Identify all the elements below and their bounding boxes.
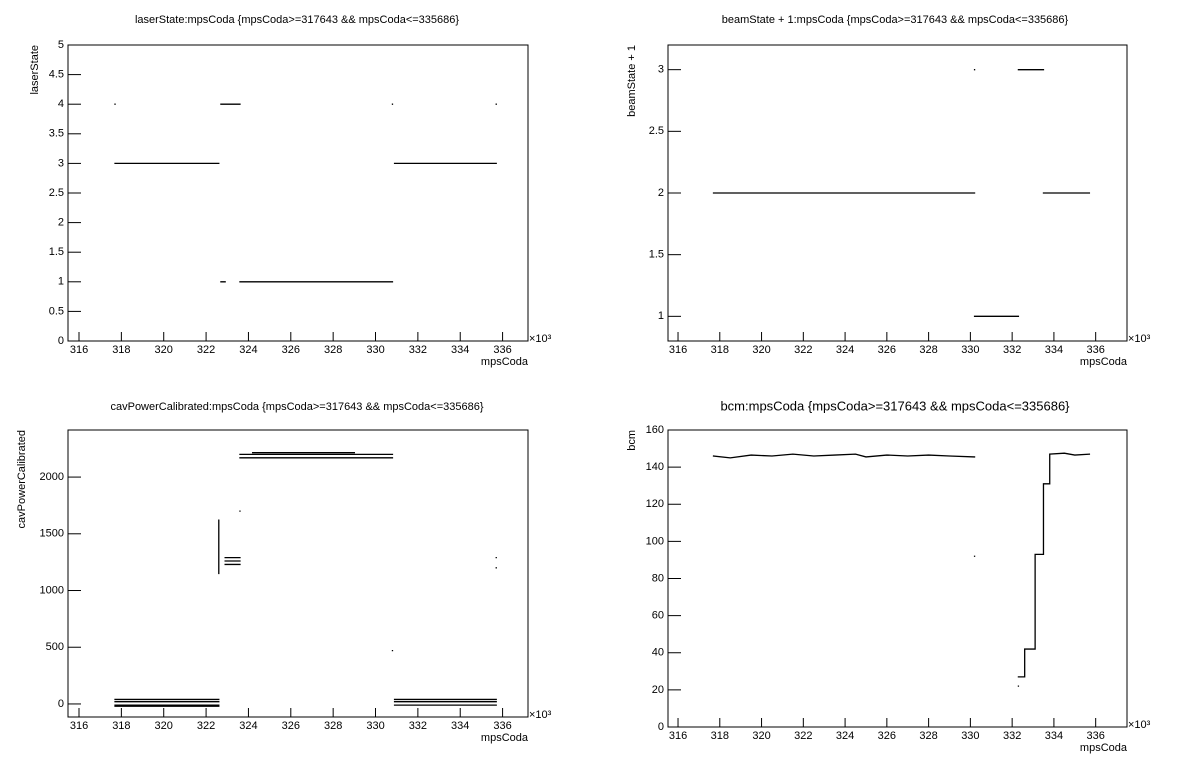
x-tick-label: 318 (711, 730, 729, 742)
y-tick-label: 160 (646, 424, 664, 436)
x-tick-label: 332 (1003, 344, 1021, 356)
x-tick-label: 326 (878, 730, 896, 742)
y-tick-label: 3 (58, 157, 64, 169)
data-line (712, 452, 1091, 687)
y-axis-label: laserState (29, 45, 41, 95)
y-axis-label: cavPowerCalibrated (16, 430, 28, 528)
x-axis-label: mpsCoda (481, 356, 529, 368)
y-tick-label: 1000 (40, 584, 64, 596)
x-tick-label: 320 (752, 344, 770, 356)
x-multiplier: ×10³ (1128, 333, 1151, 345)
x-tick-label: 320 (155, 720, 173, 732)
y-tick-label: 2.5 (649, 125, 664, 137)
x-tick-label: 330 (366, 720, 384, 732)
x-tick-label: 326 (282, 344, 300, 356)
x-tick-label: 320 (155, 344, 173, 356)
plot-frame (67, 429, 529, 718)
y-tick-label: 2 (58, 217, 64, 229)
chart-title: beamState + 1:mpsCoda {mpsCoda>=317643 &… (722, 14, 1069, 26)
x-tick-label: 322 (794, 344, 812, 356)
x-tick-label: 318 (112, 344, 130, 356)
x-tick-label: 328 (919, 730, 937, 742)
x-tick-label: 320 (752, 730, 770, 742)
x-axis-label: mpsCoda (481, 732, 529, 744)
x-multiplier: ×10³ (529, 333, 552, 345)
y-tick-label: 0 (58, 698, 64, 710)
y-tick-label: 1 (658, 310, 664, 322)
y-tick-label: 0 (658, 721, 664, 733)
x-multiplier: ×10³ (1128, 719, 1151, 731)
y-tick-label: 5 (58, 39, 64, 51)
y-tick-label: 0 (58, 335, 64, 347)
x-tick-label: 324 (239, 720, 257, 732)
y-tick-label: 1 (58, 276, 64, 288)
y-tick-label: 4 (58, 98, 64, 110)
y-tick-label: 1.5 (649, 249, 664, 261)
data-line (712, 69, 1091, 317)
y-axis-label: bcm (626, 430, 638, 451)
x-tick-label: 316 (70, 720, 88, 732)
x-tick-label: 336 (493, 720, 511, 732)
y-tick-label: 500 (46, 641, 64, 653)
y-tick-label: 60 (652, 610, 664, 622)
x-tick-label: 328 (919, 344, 937, 356)
plot-frame (667, 429, 1128, 728)
data-line (114, 103, 497, 283)
y-tick-label: 0.5 (49, 305, 64, 317)
y-tick-label: 2.5 (49, 187, 64, 199)
x-tick-label: 330 (961, 730, 979, 742)
x-tick-label: 332 (409, 720, 427, 732)
x-tick-label: 324 (836, 344, 854, 356)
x-tick-label: 332 (1003, 730, 1021, 742)
y-tick-label: 100 (646, 535, 664, 547)
plot-frame (67, 44, 529, 342)
x-tick-label: 328 (324, 344, 342, 356)
x-tick-label: 324 (836, 730, 854, 742)
x-tick-label: 330 (961, 344, 979, 356)
y-tick-label: 1500 (40, 528, 64, 540)
x-multiplier: ×10³ (529, 709, 552, 721)
x-tick-label: 336 (1086, 344, 1104, 356)
x-tick-label: 318 (711, 344, 729, 356)
x-tick-label: 330 (366, 344, 384, 356)
y-tick-label: 3 (658, 64, 664, 76)
x-tick-label: 334 (451, 344, 469, 356)
y-tick-label: 3.5 (49, 128, 64, 140)
y-axis-label: beamState + 1 (626, 45, 638, 117)
chart-title: bcm:mpsCoda {mpsCoda>=317643 && mpsCoda<… (720, 398, 1070, 413)
x-tick-label: 336 (493, 344, 511, 356)
y-tick-label: 1.5 (49, 246, 64, 258)
x-tick-label: 334 (1045, 344, 1063, 356)
y-tick-label: 2000 (40, 471, 64, 483)
x-tick-label: 334 (451, 720, 469, 732)
x-tick-label: 322 (197, 720, 215, 732)
x-tick-label: 322 (794, 730, 812, 742)
x-tick-label: 316 (669, 730, 687, 742)
x-tick-label: 326 (878, 344, 896, 356)
y-tick-label: 80 (652, 572, 664, 584)
x-tick-label: 316 (669, 344, 687, 356)
x-axis-label: mpsCoda (1080, 742, 1128, 754)
y-tick-label: 120 (646, 498, 664, 510)
x-axis-label: mpsCoda (1080, 356, 1128, 368)
y-tick-label: 140 (646, 461, 664, 473)
x-tick-label: 336 (1086, 730, 1104, 742)
x-tick-label: 332 (409, 344, 427, 356)
x-tick-label: 328 (324, 720, 342, 732)
x-tick-label: 322 (197, 344, 215, 356)
chart-title: cavPowerCalibrated:mpsCoda {mpsCoda>=317… (110, 401, 483, 413)
x-tick-label: 334 (1045, 730, 1063, 742)
y-tick-label: 40 (652, 647, 664, 659)
data-line (114, 452, 497, 707)
y-tick-label: 4.5 (49, 69, 64, 81)
x-tick-label: 324 (239, 344, 257, 356)
x-tick-label: 316 (70, 344, 88, 356)
y-tick-label: 2 (658, 187, 664, 199)
y-tick-label: 20 (652, 684, 664, 696)
chart-title: laserState:mpsCoda {mpsCoda>=317643 && m… (135, 14, 459, 26)
x-tick-label: 318 (112, 720, 130, 732)
x-tick-label: 326 (282, 720, 300, 732)
